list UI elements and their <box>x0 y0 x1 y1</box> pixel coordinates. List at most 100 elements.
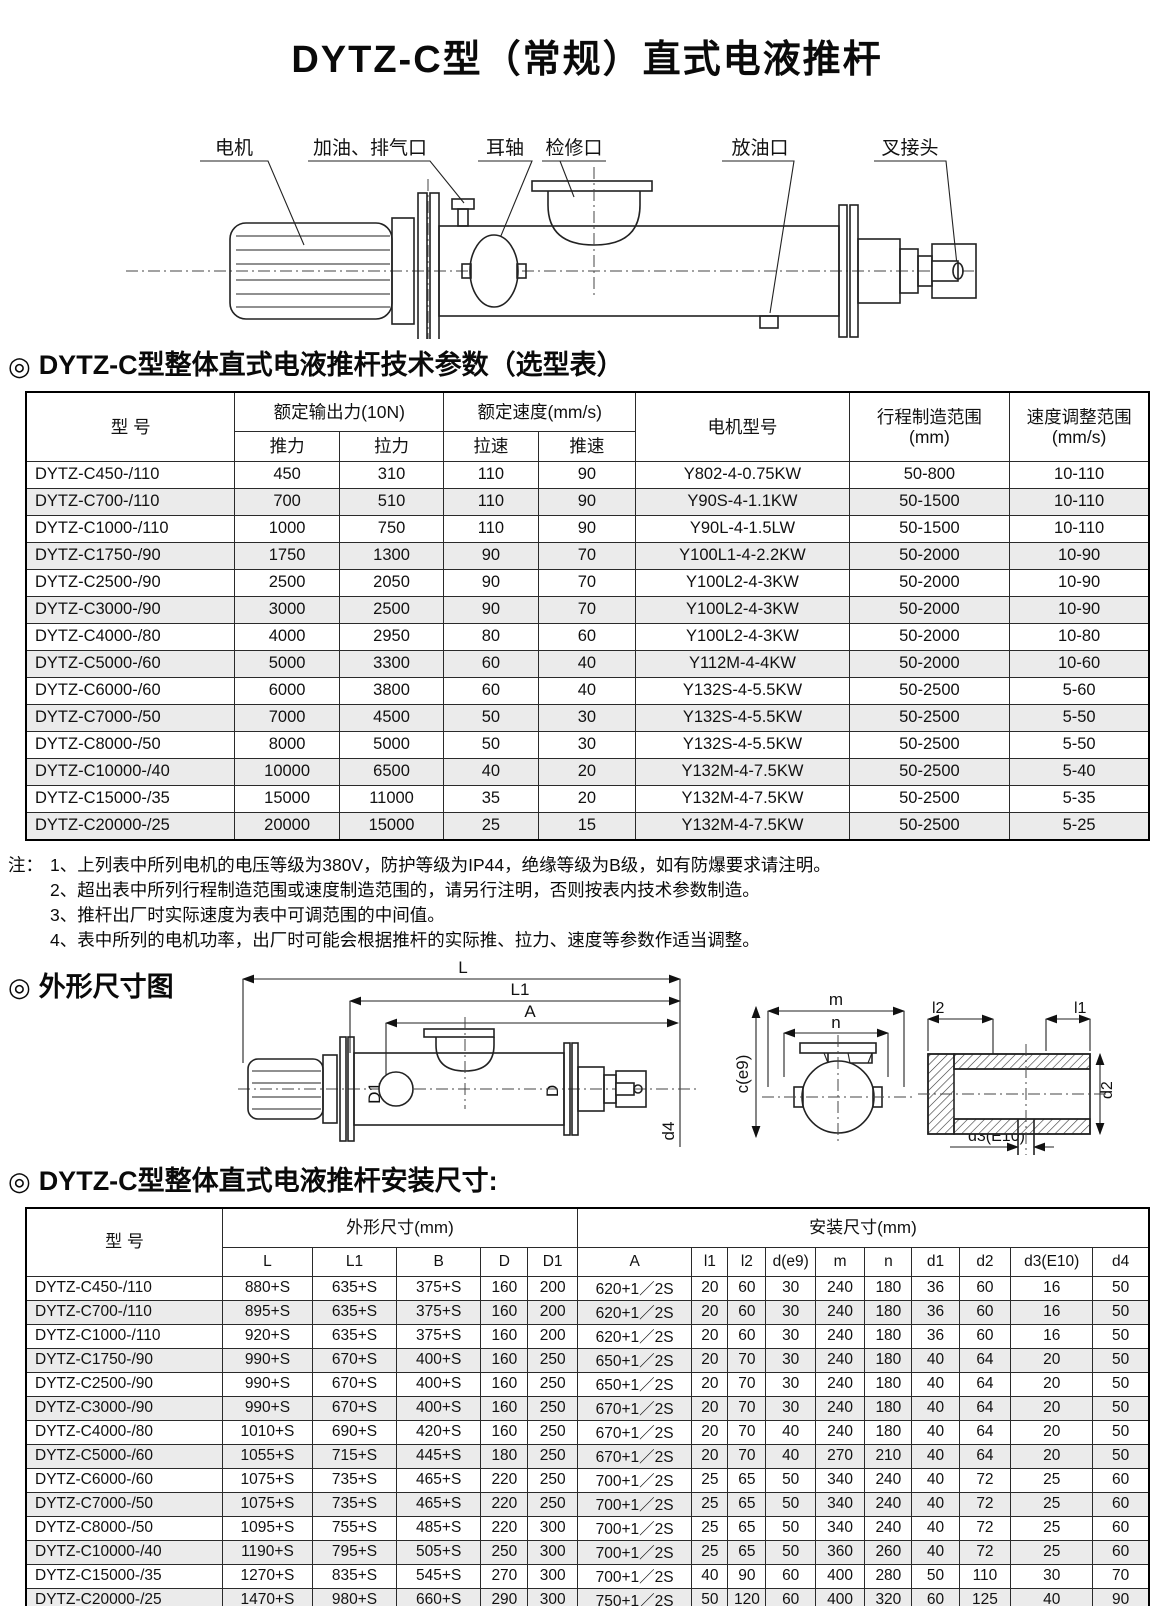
table-cell: Y132M-4-7.5KW <box>635 757 850 786</box>
table-row: DYTZ-C450-/110 450 310 110 90 Y802-4-0.75KW 50… <box>25 460 1150 489</box>
table-cell: 20 <box>691 1299 729 1325</box>
col-motor-model: 电机型号 <box>635 391 850 462</box>
table-cell: 10-110 <box>1009 487 1150 516</box>
table-cell: 4500 <box>338 703 445 732</box>
table-row: DYTZ-C8000-/50 8000 5000 50 30 Y132S-4-5.5KW 5… <box>25 730 1150 759</box>
clevis-section-drawing <box>918 1043 1108 1155</box>
table-cell: 70 <box>727 1347 767 1373</box>
table-cell: 250 <box>480 1539 529 1565</box>
table-cell: 1055+S <box>222 1443 313 1469</box>
col-pull-force: 拉力 <box>338 430 445 462</box>
table-cell: 920+S <box>222 1323 313 1349</box>
table-cell: 1095+S <box>222 1515 313 1541</box>
table-cell: 60 <box>1092 1467 1150 1493</box>
table-cell: DYTZ-C1750-/90 <box>25 541 236 570</box>
table-cell: 5-35 <box>1009 784 1150 813</box>
table-cell: Y132M-4-7.5KW <box>635 784 850 813</box>
table-cell: 545+S <box>396 1563 482 1589</box>
table-cell: 110 <box>443 487 539 516</box>
table-cell: 40 <box>537 649 637 678</box>
table-cell: 40 <box>765 1443 816 1469</box>
header-cell: l1 <box>691 1246 729 1277</box>
table-cell: 700 <box>234 487 340 516</box>
table-cell: 30 <box>765 1347 816 1373</box>
col-outline-dims: 外形尺寸(mm) <box>222 1207 578 1248</box>
header-cell: d4 <box>1092 1246 1150 1277</box>
table-cell: 180 <box>864 1323 913 1349</box>
table-cell: 35 <box>443 784 539 813</box>
table1-body: DYTZ-C450-/110 450 310 110 90 Y802-4-0.75KW 50… <box>25 460 1150 841</box>
table-cell: 40 <box>911 1443 960 1469</box>
dim-c-e9: c(e9) <box>733 1054 752 1093</box>
table-cell: DYTZ-C10000-/40 <box>25 1539 224 1565</box>
table-cell: 895+S <box>222 1299 313 1325</box>
table-cell: 65 <box>727 1491 767 1517</box>
inspection-port-drawing <box>531 167 653 295</box>
table-cell: 220 <box>480 1467 529 1493</box>
table-cell: 25 <box>691 1515 729 1541</box>
endview-drawing <box>762 1034 916 1145</box>
table-cell: 20 <box>1010 1371 1094 1397</box>
table-row: DYTZ-C4000-/80 1010+S 690+S 420+S 160 250 670+… <box>25 1419 1150 1445</box>
oil-fill-vent-label: 加油、排气口 <box>313 137 427 159</box>
table-cell: DYTZ-C7000-/50 <box>25 703 236 732</box>
header-cell: d3(E10) <box>1010 1246 1094 1277</box>
header-cell: L1 <box>311 1246 398 1277</box>
table-cell: 50 <box>443 730 539 759</box>
table-cell: 400+S <box>396 1395 482 1421</box>
table-cell: 40 <box>1010 1587 1094 1606</box>
table-cell: 64 <box>958 1443 1012 1469</box>
table-cell: 20 <box>691 1419 729 1445</box>
dim-l1: l1 <box>1074 1000 1087 1017</box>
table-cell: 50 <box>1092 1443 1150 1469</box>
table-cell: 300 <box>527 1515 578 1541</box>
table-cell: 270 <box>814 1443 866 1469</box>
table-cell: 180 <box>864 1275 913 1301</box>
install-section-title: DYTZ-C型整体直式电液推杆安装尺寸: <box>38 1165 498 1196</box>
table-cell: DYTZ-C1000-/110 <box>25 1323 224 1349</box>
table-cell: 505+S <box>396 1539 482 1565</box>
page-title: DYTZ-C型（常规）直式电液推杆 <box>291 39 883 81</box>
table-cell: 270 <box>480 1563 529 1589</box>
note-item: 1、上列表中所列电机的电压等级为380V，防护等级为IP44，绝缘等级为B级，如… <box>50 854 831 875</box>
mount-flange-drawing <box>417 179 440 363</box>
table-cell: 90 <box>443 595 539 624</box>
table-cell: 4000 <box>234 622 340 651</box>
dim-l2: l2 <box>932 1000 945 1017</box>
table-cell: 5-25 <box>1009 811 1150 841</box>
table-cell: 250 <box>527 1467 578 1493</box>
table-cell: 240 <box>814 1347 866 1373</box>
col-stroke-range: 行程制造范围 (mm) <box>848 391 1011 462</box>
table-cell: 635+S <box>311 1299 398 1325</box>
table-cell: 72 <box>958 1491 1012 1517</box>
table-row: DYTZ-C10000-/40 10000 6500 40 20 Y132M-4-7.5K… <box>25 757 1150 786</box>
table-cell: 110 <box>958 1563 1012 1589</box>
table-cell: 5000 <box>234 649 340 678</box>
table-cell: 160 <box>480 1275 529 1301</box>
table-cell: 250 <box>527 1443 578 1469</box>
table-cell: 10-90 <box>1009 541 1150 570</box>
header-cell: L <box>222 1246 313 1277</box>
table-cell: 400+S <box>396 1371 482 1397</box>
speed-adjust-line1: 速度调整范围 <box>1026 406 1132 427</box>
table-cell: 20 <box>691 1371 729 1397</box>
endview-dimension-labels: m n c(e9) <box>733 990 843 1093</box>
table-cell: 50-2500 <box>848 757 1011 786</box>
table-cell: 90 <box>537 514 637 543</box>
dim-d2: d2 <box>1099 1081 1116 1099</box>
table-cell: DYTZ-C5000-/60 <box>25 649 236 678</box>
table-cell: 160 <box>480 1395 529 1421</box>
col-speed-adjust-range: 速度调整范围 (mm/s) <box>1009 391 1150 462</box>
table-cell: 50 <box>1092 1371 1150 1397</box>
table-cell: 60 <box>1092 1539 1150 1565</box>
table-cell: 240 <box>814 1323 866 1349</box>
table-cell: DYTZ-C4000-/80 <box>25 622 236 651</box>
table-cell: 72 <box>958 1539 1012 1565</box>
table-cell: 620+1／2S <box>576 1299 693 1325</box>
table-cell: 20 <box>1010 1395 1094 1421</box>
table-cell: 20 <box>1010 1443 1094 1469</box>
table-cell: 50 <box>1092 1347 1150 1373</box>
table-cell: 880+S <box>222 1275 313 1301</box>
table-cell: 65 <box>727 1539 767 1565</box>
